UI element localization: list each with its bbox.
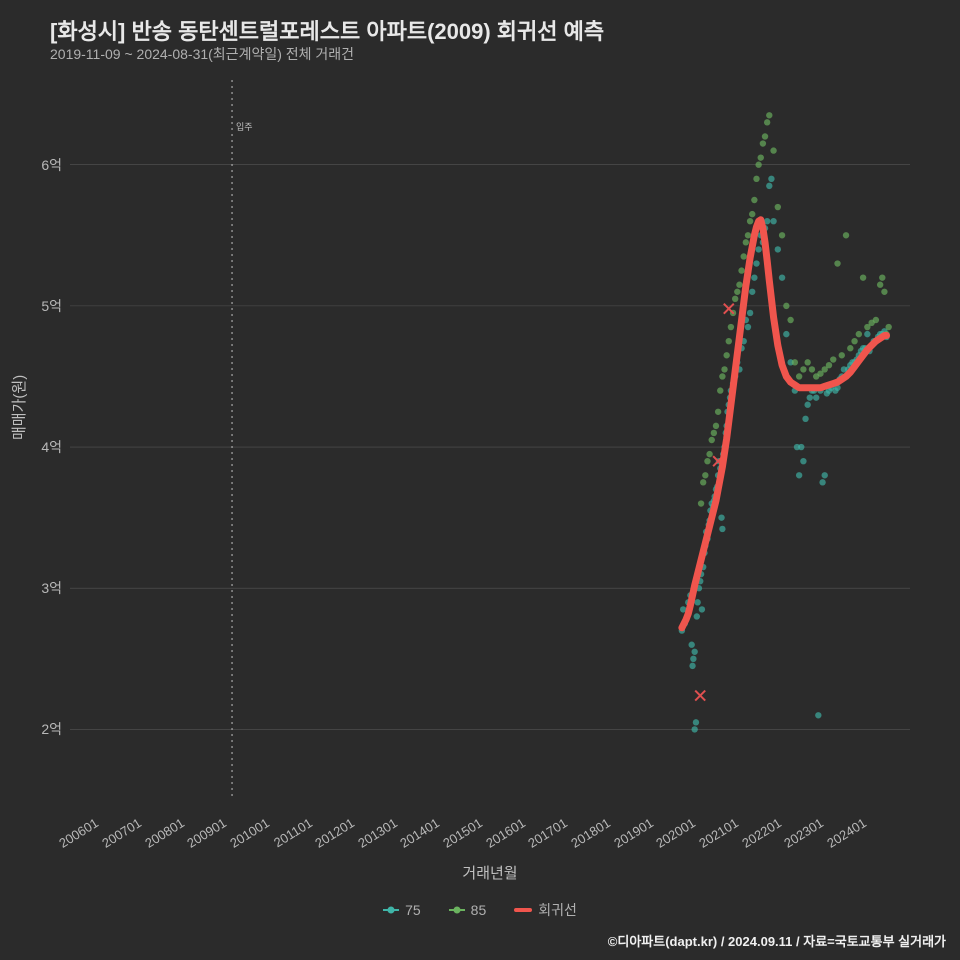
xtick-label: 202001 bbox=[644, 815, 698, 856]
legend-item: 회귀선 bbox=[514, 900, 577, 920]
ytick-label: 6억 bbox=[41, 155, 62, 175]
xtick-label: 201501 bbox=[431, 815, 485, 856]
ytick-label: 3억 bbox=[41, 578, 62, 598]
credit-text: ©디아파트(dapt.kr) / 2024.09.11 / 자료=국토교통부 실… bbox=[608, 931, 946, 950]
x-axis-label: 거래년월 bbox=[70, 862, 910, 883]
plot-area bbox=[70, 80, 910, 800]
xtick-label: 201001 bbox=[218, 815, 272, 856]
chart-title: [화성시] 반송 동탄센트럴포레스트 아파트(2009) 회귀선 예측 bbox=[50, 14, 604, 46]
legend-line-icon bbox=[514, 908, 532, 912]
legend-item: 75 bbox=[383, 900, 421, 920]
xtick-label: 200601 bbox=[48, 815, 102, 856]
y-axis-label: 매매가(원) bbox=[8, 375, 29, 440]
xtick-label: 201701 bbox=[517, 815, 571, 856]
legend-label: 회귀선 bbox=[538, 900, 577, 920]
legend-marker-icon bbox=[449, 909, 465, 911]
chart-subtitle: 2019-11-09 ~ 2024-08-31(최근계약일) 전체 거래건 bbox=[50, 44, 354, 64]
legend-label: 85 bbox=[471, 902, 487, 918]
ytick-label: 2억 bbox=[41, 719, 62, 739]
legend-item: 85 bbox=[449, 900, 487, 920]
ytick-label: 5억 bbox=[41, 296, 62, 316]
xtick-label: 200701 bbox=[90, 815, 144, 856]
xtick-label: 201801 bbox=[559, 815, 613, 856]
legend-label: 75 bbox=[405, 902, 421, 918]
chart-container: [화성시] 반송 동탄센트럴포레스트 아파트(2009) 회귀선 예측 2019… bbox=[0, 0, 960, 960]
xtick-label: 202101 bbox=[687, 815, 741, 856]
ytick-label: 4억 bbox=[41, 437, 62, 457]
legend-marker-icon bbox=[383, 909, 399, 911]
x-axis-label-wrap: 거래년월 bbox=[70, 862, 910, 883]
vline-label: 입주 bbox=[236, 120, 253, 133]
xtick-label: 202401 bbox=[815, 815, 869, 856]
legend: 75 85 회귀선 bbox=[0, 900, 960, 920]
